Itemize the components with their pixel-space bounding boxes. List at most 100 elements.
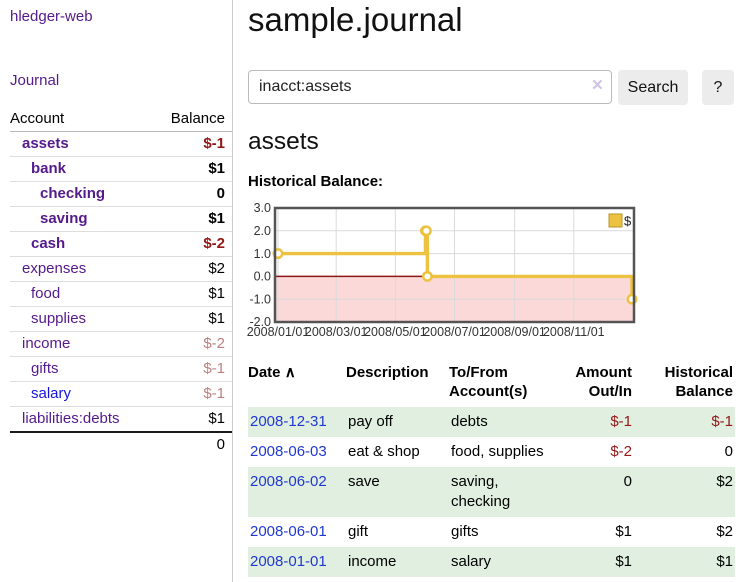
- account-link[interactable]: food: [31, 285, 61, 302]
- svg-text:3.0: 3.0: [254, 201, 271, 215]
- transaction-date-link[interactable]: 2008-12-31: [250, 413, 327, 430]
- cell-balance: $2: [716, 473, 733, 490]
- account-balance: $-2: [203, 235, 225, 252]
- register-header-row: Date ∧ Description To/From Account(s) Am…: [248, 359, 735, 407]
- account-row: income $-2: [10, 332, 232, 357]
- account-row: saving $1: [10, 207, 232, 232]
- account-row: checking 0: [10, 182, 232, 207]
- table-row: 2008-01-01 income salary $1 $1: [248, 547, 735, 577]
- cell-amount: 0: [623, 473, 632, 490]
- app-title-link[interactable]: hledger-web: [10, 8, 93, 25]
- svg-text:-1.0: -1.0: [249, 292, 271, 306]
- account-link[interactable]: salary: [31, 385, 72, 402]
- clear-search-icon[interactable]: ×: [591, 75, 603, 96]
- accounts-col-account: Account: [10, 110, 65, 127]
- account-link[interactable]: expenses: [22, 260, 87, 277]
- cell-date: 2008-06-02: [248, 467, 346, 517]
- account-row: bank $1: [10, 157, 232, 182]
- accounts-total-value: 0: [216, 436, 225, 453]
- account-link[interactable]: supplies: [31, 310, 87, 327]
- cell-amount: $-2: [610, 443, 632, 460]
- col-description: Description: [346, 364, 429, 381]
- col-date[interactable]: Date ∧: [248, 364, 296, 381]
- cell-accounts: salary: [451, 553, 492, 570]
- cell-description: gift: [348, 523, 369, 540]
- account-link[interactable]: cash: [31, 235, 66, 252]
- cell-balance: $2: [716, 523, 733, 540]
- cell-balance: $-1: [711, 413, 733, 430]
- account-balance: $1: [208, 160, 225, 177]
- svg-text:2008/03/01: 2008/03/01: [305, 325, 368, 339]
- account-row: cash $-2: [10, 232, 232, 257]
- account-row: assets $-1: [10, 132, 232, 157]
- accounts-panel: Account Balance assets $-1 bank $1 checking 0…: [10, 107, 232, 456]
- historical-balance-chart: $3.0 2.0 1.0 0.0 -1.0 -2.0 2008/01/01 2008/03/0…: [247, 201, 648, 343]
- transaction-date-link[interactable]: 2008-06-02: [250, 473, 327, 490]
- account-heading: assets: [248, 128, 319, 155]
- svg-text:2.0: 2.0: [254, 224, 271, 238]
- svg-text:2008/09/01: 2008/09/01: [483, 325, 546, 339]
- search-input[interactable]: [248, 70, 612, 104]
- accounts-total-row: 0: [10, 431, 232, 456]
- search-button[interactable]: Search: [618, 70, 688, 105]
- svg-text:-2.0: -2.0: [249, 315, 271, 329]
- accounts-header: Account Balance: [10, 107, 232, 132]
- account-row: liabilities:debts $1: [10, 407, 232, 431]
- account-link[interactable]: assets: [22, 135, 69, 152]
- col-amount: Amount Out/In: [575, 364, 632, 400]
- sidebar-item-journal[interactable]: Journal: [10, 72, 60, 89]
- cell-accounts: gifts: [451, 523, 479, 540]
- register-table: Date ∧ Description To/From Account(s) Am…: [248, 359, 735, 577]
- col-balance: Historical Balance: [664, 364, 733, 400]
- search-input-wrap: ×: [248, 70, 612, 104]
- table-row: 2008-06-01 gift gifts $1 $2: [248, 517, 735, 547]
- cell-date: 2008-06-03: [248, 437, 346, 467]
- col-accounts: To/From Account(s): [449, 364, 528, 400]
- account-balance: $1: [208, 410, 225, 427]
- account-row: salary $-1: [10, 382, 232, 407]
- cell-amount: $1: [615, 553, 632, 570]
- main-content: sample.journal × Search ? assets Histori…: [233, 0, 742, 582]
- account-balance: $-1: [203, 385, 225, 402]
- transaction-date-link[interactable]: 2008-06-01: [250, 523, 327, 540]
- account-link[interactable]: checking: [40, 185, 106, 202]
- account-row: supplies $1: [10, 307, 232, 332]
- account-link[interactable]: bank: [31, 160, 67, 177]
- sort-asc-icon: ∧: [284, 364, 296, 381]
- transaction-date-link[interactable]: 2008-01-01: [250, 553, 327, 570]
- svg-text:2008/07/01: 2008/07/01: [423, 325, 486, 339]
- svg-text:2008/01/01: 2008/01/01: [247, 325, 310, 339]
- cell-date: 2008-06-01: [248, 517, 346, 547]
- cell-balance: $1: [716, 553, 733, 570]
- svg-text:1.0: 1.0: [254, 247, 271, 261]
- account-balance: $1: [208, 285, 225, 302]
- account-balance: $1: [208, 310, 225, 327]
- svg-text:2008/11/01: 2008/11/01: [543, 325, 605, 339]
- svg-text:$: $: [624, 214, 632, 229]
- account-balance: $-2: [203, 335, 225, 352]
- svg-text:2008/05/01: 2008/05/01: [364, 325, 427, 339]
- cell-description: pay off: [348, 413, 393, 430]
- table-row: 2008-06-03 eat & shop food, supplies $-2 0: [248, 437, 735, 467]
- cell-amount: $-1: [610, 413, 632, 430]
- search-help-button[interactable]: ?: [702, 70, 734, 105]
- account-link[interactable]: saving: [40, 210, 88, 227]
- cell-date: 2008-12-31: [248, 407, 346, 437]
- account-balance: $-1: [203, 135, 225, 152]
- cell-description: income: [348, 553, 397, 570]
- account-link[interactable]: gifts: [31, 360, 59, 377]
- account-link[interactable]: income: [22, 335, 71, 352]
- table-row: 2008-06-02 save saving, checking 0 $2: [248, 467, 735, 517]
- cell-date: 2008-01-01: [248, 547, 346, 577]
- cell-accounts: debts: [451, 413, 488, 430]
- account-balance: $2: [208, 260, 225, 277]
- account-row: expenses $2: [10, 257, 232, 282]
- account-balance: 0: [216, 185, 225, 202]
- cell-accounts: food, supplies: [451, 443, 544, 460]
- transaction-date-link[interactable]: 2008-06-03: [250, 443, 327, 460]
- search-form: × Search ?: [248, 70, 742, 105]
- account-link[interactable]: liabilities:debts: [22, 410, 120, 427]
- sidebar: hledger-web Journal Account Balance asse…: [0, 0, 233, 582]
- sidebar-nav: Journal: [10, 72, 232, 90]
